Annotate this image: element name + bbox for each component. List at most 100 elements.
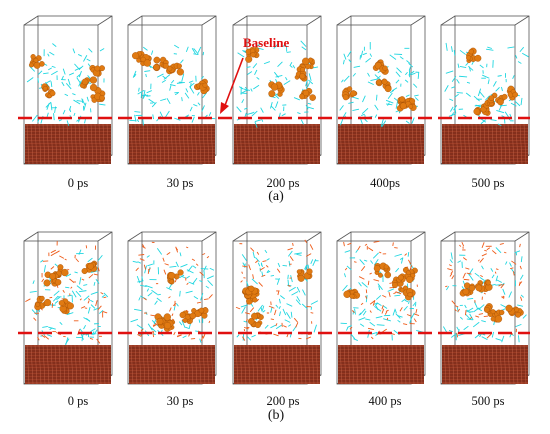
- molecule-bond: [455, 306, 458, 307]
- molecule-bond: [394, 98, 397, 101]
- cell-edge: [307, 16, 321, 25]
- molecule-bond: [134, 309, 141, 310]
- cell-edge: [515, 16, 529, 25]
- molecule-bond: [479, 91, 484, 97]
- molecule-bond: [60, 322, 62, 324]
- molecule-bond: [446, 286, 448, 290]
- molecule-bond: [482, 337, 488, 340]
- molecule-bond: [406, 95, 410, 97]
- molecule-bond: [521, 98, 522, 105]
- asphaltene-atom: [495, 315, 502, 322]
- molecule-bond: [74, 113, 75, 116]
- molecule-bond: [238, 53, 245, 57]
- molecule-bond: [54, 291, 59, 296]
- molecule-bond: [55, 301, 58, 304]
- asphaltene-atom: [245, 56, 252, 63]
- molecule-bond: [182, 277, 185, 278]
- molecule-bond: [288, 325, 291, 327]
- molecule-bond: [517, 305, 523, 306]
- time-label-a-0: 0 ps: [38, 176, 118, 191]
- molecule-bond: [486, 49, 493, 50]
- molecule-bond: [190, 107, 192, 111]
- time-label-b-3: 400 ps: [345, 394, 425, 409]
- asphaltene-atom: [474, 108, 480, 114]
- molecule-bond: [242, 99, 244, 103]
- asphaltene-atom: [384, 264, 389, 269]
- asphaltene-atom: [50, 91, 55, 96]
- asphaltene-atom: [43, 86, 47, 90]
- asphaltene-atom: [400, 103, 406, 109]
- molecule-bond: [262, 261, 266, 262]
- molecule-bond: [464, 279, 469, 280]
- molecule-bond: [276, 79, 277, 82]
- molecule-bond: [261, 307, 262, 312]
- molecule-bond: [99, 104, 105, 105]
- molecule-bond: [282, 114, 286, 116]
- asphaltene-atom: [486, 280, 491, 285]
- molecule-bond: [465, 305, 467, 308]
- cell-edge: [24, 16, 38, 25]
- molecule-bond: [264, 62, 270, 64]
- molecule-bond: [271, 275, 274, 276]
- molecule-bond: [373, 253, 378, 258]
- molecule-bond: [103, 297, 106, 298]
- molecule-bond: [340, 105, 344, 110]
- molecule-bond: [415, 303, 416, 306]
- molecule-bond: [263, 310, 265, 312]
- molecule-bond: [405, 254, 407, 256]
- molecule-bond: [355, 309, 356, 315]
- asphaltene-atom: [99, 95, 104, 100]
- molecule-bond: [253, 85, 259, 89]
- molecule-bond: [88, 64, 90, 67]
- asphaltene-atom: [164, 314, 171, 321]
- molecule-bond: [345, 268, 347, 270]
- molecule-bond: [172, 314, 173, 316]
- molecule-bond: [253, 274, 254, 279]
- asphaltene-atom: [408, 292, 413, 297]
- molecule-bond: [396, 268, 399, 272]
- molecule-bond: [209, 112, 211, 116]
- cell-edge: [98, 232, 112, 241]
- molecule-bond: [482, 254, 487, 256]
- molecule-bond: [467, 273, 472, 274]
- molecule-bond: [296, 322, 298, 327]
- molecule-bond: [165, 111, 169, 117]
- molecule-bond: [202, 254, 205, 255]
- asphaltene-atom: [469, 285, 475, 291]
- molecule-bond: [148, 268, 150, 270]
- molecule-bond: [242, 272, 243, 274]
- molecule-bond: [165, 264, 169, 265]
- time-label-b-2: 200 ps: [243, 394, 323, 409]
- molecule-bond: [51, 266, 54, 269]
- molecule-bond: [414, 95, 418, 96]
- molecule-bond: [290, 62, 292, 65]
- molecule-bond: [244, 89, 250, 90]
- molecule-bond: [487, 334, 491, 338]
- molecule-bond: [301, 120, 303, 125]
- cell-edge: [128, 232, 142, 241]
- molecule-bond: [500, 105, 507, 106]
- asphaltene-atom: [29, 63, 33, 67]
- molecule-bond: [237, 107, 242, 112]
- molecule-bond: [186, 88, 188, 92]
- molecule-bond: [462, 242, 464, 246]
- molecule-bond: [354, 66, 360, 67]
- asphaltene-atom: [39, 61, 44, 66]
- molecule-bond: [241, 281, 243, 283]
- molecule-bond: [394, 248, 397, 249]
- molecule-bond: [363, 311, 366, 315]
- molecule-bond: [520, 275, 523, 280]
- asphaltene-atom: [343, 94, 349, 100]
- molecule-bond: [467, 298, 473, 299]
- asphaltene-atom: [300, 67, 305, 72]
- molecule-bond: [308, 265, 309, 269]
- cell-edge: [411, 16, 425, 25]
- molecule-bond: [237, 335, 239, 338]
- molecule-bond: [520, 244, 521, 247]
- molecule-bond: [33, 280, 34, 283]
- asphaltene-atom: [399, 96, 405, 102]
- molecule-bond: [146, 96, 150, 97]
- molecule-bond: [257, 252, 259, 255]
- molecule-bond: [363, 53, 367, 55]
- molecule-bond: [397, 68, 402, 73]
